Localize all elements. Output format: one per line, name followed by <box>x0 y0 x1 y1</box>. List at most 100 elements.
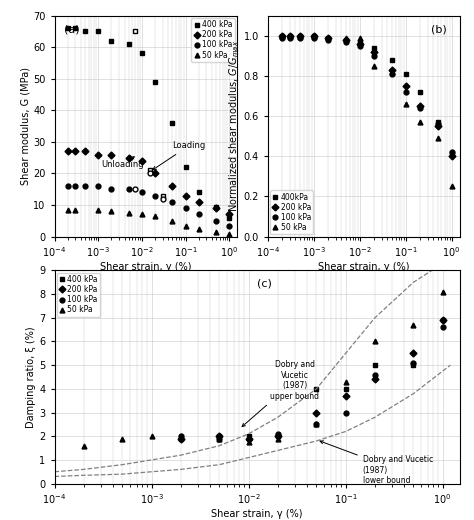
50 kPa <box>311 33 317 39</box>
100 kPa <box>196 211 201 217</box>
400 kPa <box>275 433 281 439</box>
Line: 50 kPa: 50 kPa <box>82 289 445 448</box>
50 kPa <box>95 206 101 213</box>
50 kPa <box>343 379 348 385</box>
200 kPa <box>279 33 284 39</box>
100 kPa <box>314 421 319 427</box>
50 kPa <box>73 206 78 213</box>
50 kPa <box>109 208 114 214</box>
400kPa <box>449 151 455 158</box>
100 kPa <box>227 223 232 229</box>
100 kPa <box>440 324 446 330</box>
Line: 200 kPa: 200 kPa <box>65 149 232 217</box>
200 kPa <box>435 123 441 129</box>
400 kPa <box>95 28 101 34</box>
50 kPa <box>372 339 378 345</box>
400kPa <box>435 119 441 125</box>
400 kPa <box>410 362 416 368</box>
100 kPa <box>139 189 145 196</box>
100 kPa <box>435 121 441 127</box>
400 kPa <box>372 362 378 368</box>
50 kPa <box>81 443 87 449</box>
X-axis label: Shear strain, γ (%): Shear strain, γ (%) <box>318 262 410 272</box>
100 kPa <box>417 105 422 111</box>
X-axis label: Shear strain, γ (%): Shear strain, γ (%) <box>211 509 303 519</box>
200 kPa <box>311 33 317 39</box>
200 kPa <box>440 317 446 323</box>
50 kPa <box>213 229 219 235</box>
200 kPa <box>139 158 145 164</box>
100 kPa <box>343 38 349 45</box>
200 kPa <box>343 36 349 43</box>
50 kPa <box>152 213 158 219</box>
100 kPa <box>183 205 189 211</box>
100 kPa <box>449 149 455 155</box>
50 kPa <box>357 34 363 41</box>
400 kPa <box>183 164 189 170</box>
100 kPa <box>213 218 219 224</box>
400 kPa <box>314 386 319 392</box>
200 kPa <box>213 205 219 211</box>
50 kPa <box>227 231 232 237</box>
50 kPa <box>371 63 376 69</box>
Text: Loading: Loading <box>153 141 206 170</box>
Line: 200 kPa: 200 kPa <box>279 33 454 159</box>
100 kPa <box>325 36 330 43</box>
200 kPa <box>109 151 114 158</box>
100 kPa <box>126 186 132 192</box>
Line: 200 kPa: 200 kPa <box>178 318 445 441</box>
100 kPa <box>311 34 317 41</box>
400kPa <box>279 33 284 39</box>
200 kPa <box>178 435 183 441</box>
50 kPa <box>449 183 455 189</box>
100 kPa <box>82 183 88 189</box>
50 kPa <box>279 33 284 39</box>
100 kPa <box>371 53 376 59</box>
400 kPa <box>246 433 251 439</box>
400 kPa <box>227 215 232 221</box>
200 kPa <box>246 435 251 441</box>
Y-axis label: Shear modulus, G (MPa): Shear modulus, G (MPa) <box>20 67 30 185</box>
200 kPa <box>217 433 222 439</box>
50 kPa <box>183 223 189 229</box>
100 kPa <box>275 431 281 437</box>
400 kPa <box>126 41 132 47</box>
400 kPa <box>170 120 175 126</box>
50 kPa <box>217 435 222 441</box>
100 kPa <box>357 43 363 49</box>
100 kPa <box>65 183 71 189</box>
Text: (a): (a) <box>64 24 79 34</box>
400kPa <box>357 38 363 45</box>
200 kPa <box>314 409 319 415</box>
200 kPa <box>371 49 376 55</box>
50 kPa <box>403 101 409 107</box>
200 kPa <box>410 350 416 356</box>
200 kPa <box>183 192 189 199</box>
Line: 50 kPa: 50 kPa <box>279 33 454 189</box>
50 kPa <box>297 33 303 39</box>
50 kPa <box>170 218 175 224</box>
100 kPa <box>217 435 222 441</box>
Line: 400 kPa: 400 kPa <box>65 26 232 220</box>
Y-axis label: Damping ratio, ξ (%): Damping ratio, ξ (%) <box>27 326 36 428</box>
200 kPa <box>287 33 292 39</box>
Line: 100 kPa: 100 kPa <box>178 325 445 441</box>
50 kPa <box>246 439 251 445</box>
400kPa <box>343 36 349 43</box>
Legend: 400 kPa, 200 kPa, 100 kPa, 50 kPa: 400 kPa, 200 kPa, 100 kPa, 50 kPa <box>191 18 235 62</box>
400kPa <box>403 71 409 77</box>
100 kPa <box>109 186 114 192</box>
400 kPa <box>178 435 183 441</box>
400 kPa <box>213 203 219 210</box>
Text: (c): (c) <box>257 279 272 289</box>
400 kPa <box>343 386 348 392</box>
400 kPa <box>217 433 222 439</box>
100 kPa <box>279 34 284 41</box>
400 kPa <box>196 189 201 196</box>
200 kPa <box>82 148 88 154</box>
400 kPa <box>73 25 78 31</box>
200 kPa <box>65 148 71 154</box>
400kPa <box>311 33 317 39</box>
50 kPa <box>178 433 183 439</box>
50 kPa <box>65 206 71 213</box>
